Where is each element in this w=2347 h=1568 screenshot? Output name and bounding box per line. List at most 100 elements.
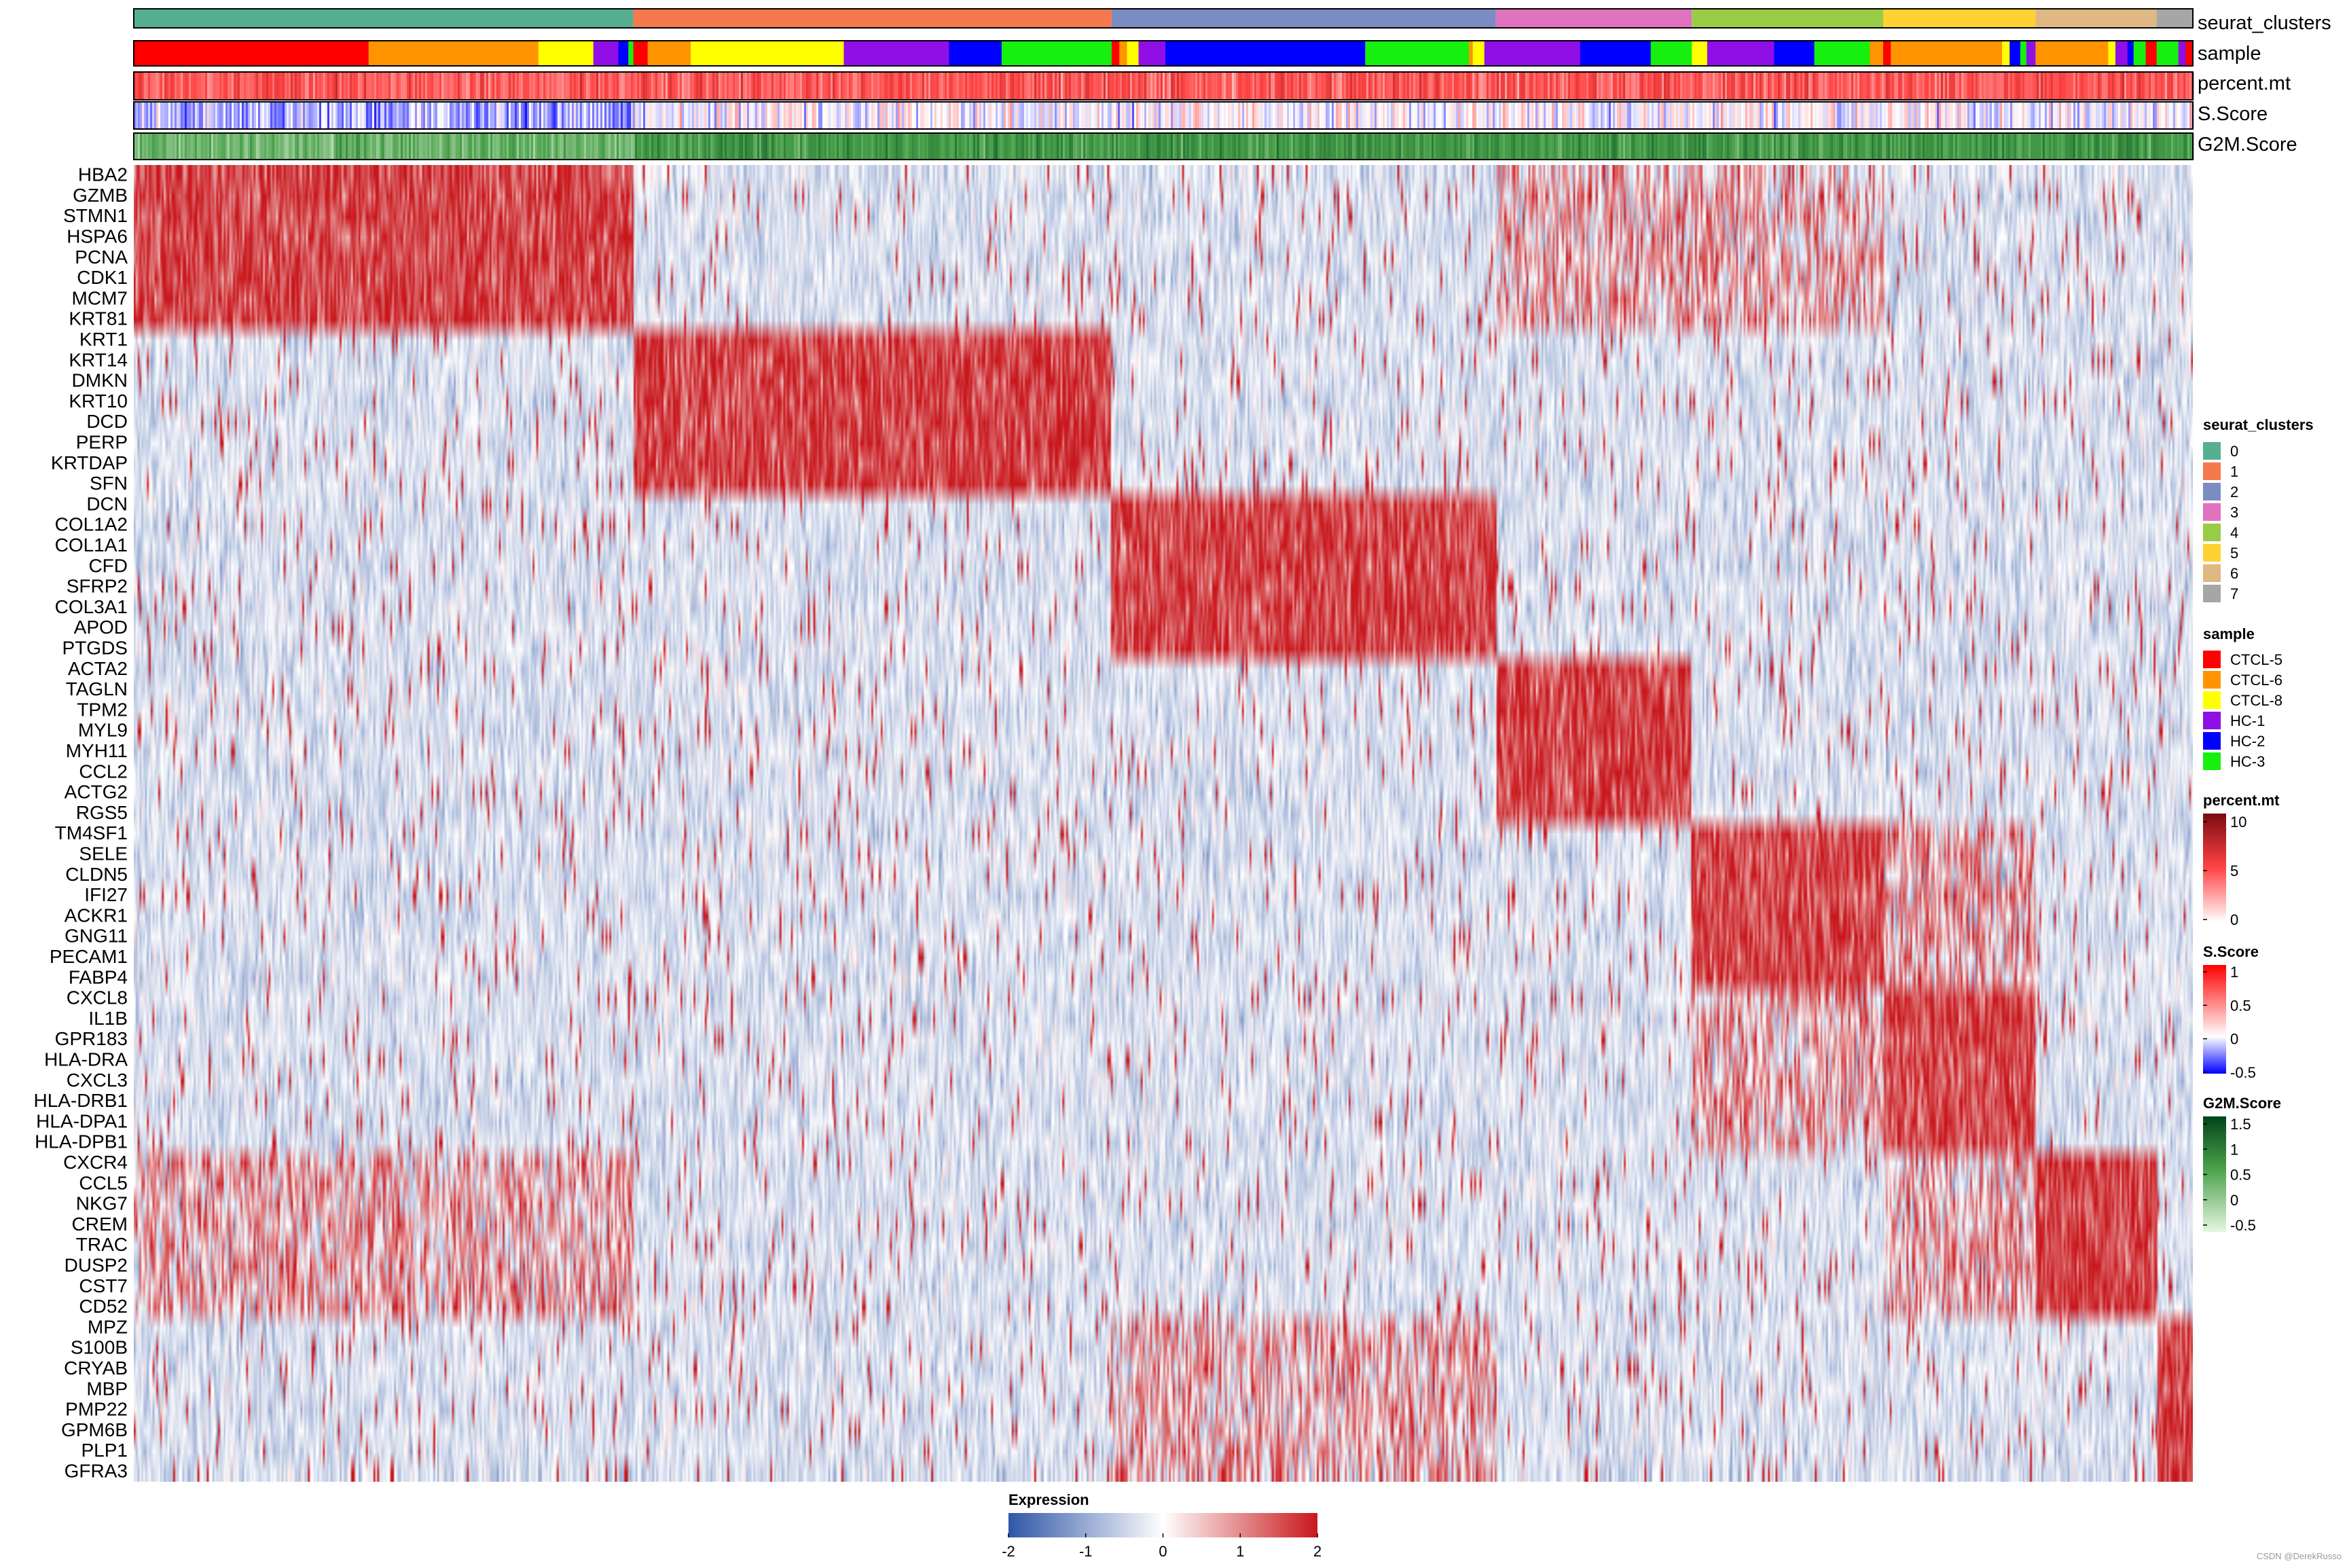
s-score-cell <box>1513 102 1516 129</box>
s-score-cell <box>588 102 591 129</box>
s-score-cell <box>1967 102 1970 129</box>
percent-mt-cell <box>1996 72 1999 100</box>
gene-label: HLA-DPB1 <box>35 1131 128 1152</box>
percent-mt-cell <box>1654 72 1656 100</box>
g2m-score-cell <box>1470 133 1473 160</box>
g2m-score-cell <box>425 133 428 160</box>
g2m-score-cell <box>1694 133 1697 160</box>
s-score-cell <box>686 102 689 129</box>
g2m-score-cell <box>1650 133 1652 160</box>
percent-mt-cell <box>1533 72 1536 100</box>
percent-mt-cell <box>1047 72 1049 100</box>
legend-swatch <box>2203 462 2221 480</box>
g2m-score-cell <box>1872 133 1874 160</box>
s-score-cell <box>820 102 823 129</box>
g2m-score-cell <box>503 133 505 160</box>
gene-label: CXCR4 <box>63 1152 128 1173</box>
g2m-score-cell <box>1819 133 1821 160</box>
cluster-track-segment <box>2035 9 2157 28</box>
percent-mt-cell <box>881 72 884 100</box>
g2m-score-cell <box>1493 133 1495 160</box>
s-score-cell <box>431 102 434 129</box>
s-score-cell <box>639 102 642 129</box>
percent-mt-cell <box>629 72 632 100</box>
s-score-cell <box>916 102 919 129</box>
g2m-score-cell <box>1346 133 1349 160</box>
s-score-cell <box>1540 102 1542 129</box>
g2m-score-cell <box>1271 133 1273 160</box>
g2m-score-cell <box>837 133 839 160</box>
s-score-cell <box>727 102 729 129</box>
percent-mt-cell <box>1028 72 1031 100</box>
percent-mt-cell <box>148 72 151 100</box>
g2m-score-cell <box>201 133 204 160</box>
g2m-score-cell <box>2163 133 2166 160</box>
s-score-cell <box>417 102 420 129</box>
g2m-score-cell <box>1503 133 1506 160</box>
annotation-track-label: percent.mt <box>2198 73 2291 94</box>
s-score-cell <box>1497 102 1499 129</box>
g2m-score-cell <box>1945 133 1948 160</box>
percent-mt-cell <box>1032 72 1035 100</box>
g2m-score-cell <box>694 133 697 160</box>
s-score-cell <box>2122 102 2125 129</box>
cluster-track-segment <box>134 9 634 28</box>
percent-mt-cell <box>635 72 638 100</box>
s-score-cell <box>1721 102 1724 129</box>
g2m-score-cell <box>918 133 921 160</box>
g2m-score-cell <box>625 133 627 160</box>
percent-mt-cell <box>1478 72 1481 100</box>
s-score-cell <box>1079 102 1082 129</box>
s-score-cell <box>1595 102 1597 129</box>
g2m-score-cell <box>154 133 157 160</box>
percent-mt-cell <box>698 72 701 100</box>
percent-mt-cell <box>1658 72 1660 100</box>
s-score-cell <box>1427 102 1430 129</box>
sample-track-segment <box>1472 41 1485 66</box>
s-score-cell <box>690 102 693 129</box>
legend-swatch <box>2203 524 2221 541</box>
percent-mt-cell <box>1448 72 1451 100</box>
g2m-score-cell <box>1199 133 1202 160</box>
percent-mt-cell <box>240 72 242 100</box>
legend-label: 0 <box>2230 443 2238 460</box>
s-score-cell <box>1762 102 1764 129</box>
g2m-score-cell <box>1841 133 1844 160</box>
g2m-score-cell <box>307 133 310 160</box>
s-score-cell <box>2143 102 2145 129</box>
percent-mt-cell <box>409 72 412 100</box>
g2m-score-cell <box>1130 133 1133 160</box>
percent-mt-cell <box>1256 72 1259 100</box>
g2m-score-cell <box>987 133 990 160</box>
s-score-cell <box>1674 102 1677 129</box>
gene-label: PMP22 <box>65 1399 128 1420</box>
s-score-cell <box>1900 102 1903 129</box>
s-score-cell <box>525 102 528 129</box>
g2m-score-cell <box>1419 133 1422 160</box>
g2m-score-cell <box>602 133 605 160</box>
g2m-score-cell <box>2055 133 2058 160</box>
percent-mt-cell <box>1554 72 1557 100</box>
gene-label: HBA2 <box>78 164 128 185</box>
percent-mt-cell <box>1275 72 1277 100</box>
percent-mt-cell <box>152 72 155 100</box>
g2m-score-cell <box>401 133 403 160</box>
g2m-score-cell <box>1401 133 1404 160</box>
g2m-score-cell <box>441 133 444 160</box>
g2m-score-cell <box>2143 133 2145 160</box>
s-score-cell <box>1040 102 1043 129</box>
percent-mt-cell <box>1332 72 1334 100</box>
s-score-cell <box>1415 102 1418 129</box>
percent-mt-cell <box>1523 72 1526 100</box>
g2m-score-cell <box>1837 133 1840 160</box>
g2m-score-cell <box>215 133 218 160</box>
g2m-score-cell <box>1102 133 1104 160</box>
sample-track-segment <box>2145 41 2158 66</box>
percent-mt-cell <box>1900 72 1903 100</box>
s-score-cell <box>305 102 308 129</box>
g2m-score-cell <box>939 133 941 160</box>
s-score-cell <box>1806 102 1809 129</box>
percent-mt-cell <box>782 72 784 100</box>
percent-mt-cell <box>855 72 858 100</box>
s-score-cell <box>268 102 271 129</box>
